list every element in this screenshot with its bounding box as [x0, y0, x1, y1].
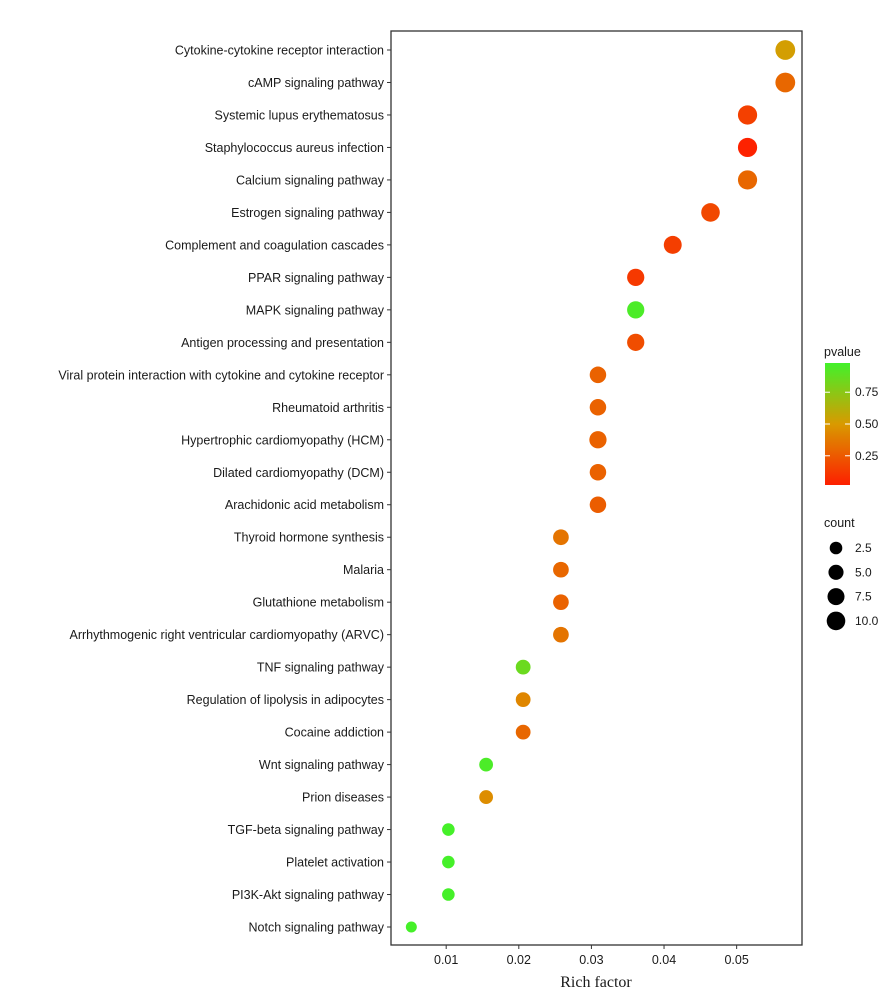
- data-point: [442, 888, 455, 901]
- count-legend-label: 7.5: [855, 590, 872, 604]
- y-tick-label: TNF signaling pathway: [257, 661, 385, 675]
- data-point: [701, 203, 720, 222]
- y-tick-label: Calcium signaling pathway: [236, 173, 385, 187]
- data-point: [553, 561, 569, 578]
- y-tick-label: Hypertrophic cardiomyopathy (HCM): [181, 433, 384, 447]
- count-legend-dot: [827, 588, 845, 606]
- y-tick-label: Staphylococcus aureus infection: [205, 141, 384, 155]
- data-point: [442, 855, 455, 869]
- data-point: [663, 235, 682, 254]
- count-legend-label: 5.0: [855, 565, 872, 579]
- data-point: [627, 301, 645, 319]
- data-point: [737, 137, 758, 158]
- data-point: [589, 399, 607, 416]
- x-tick-label: 0.02: [507, 953, 531, 967]
- count-legend-label: 2.5: [855, 541, 872, 555]
- count-legend-dot: [826, 611, 846, 631]
- y-tick-label: Arachidonic acid metabolism: [225, 498, 384, 512]
- count-legend-label: 10.0: [855, 614, 879, 628]
- colorbar-ticks: 0.25 0.50 0.75: [825, 385, 879, 463]
- y-tick-label: Estrogen signaling pathway: [231, 206, 385, 220]
- y-tick-label: PPAR signaling pathway: [248, 271, 385, 285]
- data-point: [589, 496, 607, 513]
- y-tick-label: Thyroid hormone synthesis: [234, 531, 384, 545]
- y-tick-label: Malaria: [343, 563, 384, 577]
- colorbar-tick-label: 0.25: [855, 449, 879, 463]
- data-point: [775, 40, 796, 60]
- data-points: [405, 40, 796, 933]
- y-tick-label: Dilated cardiomyopathy (DCM): [213, 466, 384, 480]
- x-axis-ticks: 0.01 0.02 0.03 0.04 0.05: [434, 945, 749, 967]
- colorbar-tick-label: 0.75: [855, 385, 879, 399]
- data-point: [737, 105, 758, 125]
- data-point: [775, 72, 796, 93]
- y-tick-label: Complement and coagulation cascades: [165, 238, 384, 252]
- y-tick-label: cAMP signaling pathway: [248, 76, 385, 90]
- y-tick-label: Prion diseases: [302, 791, 384, 805]
- y-tick-label: Rheumatoid arthritis: [272, 401, 384, 415]
- data-point: [515, 659, 531, 675]
- y-tick-label: Glutathione metabolism: [253, 596, 384, 610]
- data-point: [479, 790, 494, 804]
- data-point: [589, 366, 607, 384]
- y-tick-label: Systemic lupus erythematosus: [214, 108, 384, 122]
- pvalue-legend-title: pvalue: [824, 345, 861, 359]
- data-point: [442, 823, 455, 836]
- data-point: [479, 757, 494, 772]
- pvalue-legend: pvalue 0.25 0.50 0.75: [824, 345, 879, 485]
- data-point: [405, 921, 417, 933]
- x-tick-label: 0.05: [724, 953, 748, 967]
- data-point: [553, 529, 569, 546]
- y-axis-labels: Cytokine-cytokine receptor interaction cA…: [58, 44, 384, 935]
- y-tick-label: MAPK signaling pathway: [246, 303, 385, 317]
- data-point: [589, 431, 607, 449]
- count-legend: count 2.5 5.0 7.5 10.0: [824, 516, 879, 631]
- y-tick-label: Arrhythmogenic right ventricular cardiom…: [70, 628, 384, 642]
- data-point: [515, 724, 531, 740]
- data-point: [737, 170, 758, 190]
- y-tick-label: TGF-beta signaling pathway: [228, 823, 385, 837]
- data-point: [553, 594, 569, 611]
- y-tick-label: Viral protein interaction with cytokine …: [58, 368, 384, 382]
- y-tick-label: PI3K-Akt signaling pathway: [232, 888, 385, 902]
- count-legend-items: 2.5 5.0 7.5 10.0: [826, 541, 879, 631]
- data-point: [627, 333, 645, 351]
- count-legend-dot: [829, 541, 843, 555]
- x-tick-label: 0.04: [652, 953, 676, 967]
- y-tick-label: Platelet activation: [286, 856, 384, 870]
- y-tick-label: Cytokine-cytokine receptor interaction: [175, 44, 384, 58]
- y-tick-label: Regulation of lipolysis in adipocytes: [187, 693, 384, 707]
- x-tick-label: 0.01: [434, 953, 458, 967]
- data-point: [627, 268, 645, 286]
- y-tick-label: Notch signaling pathway: [249, 921, 385, 935]
- colorbar-tick-label: 0.50: [855, 417, 879, 431]
- count-legend-dot: [828, 564, 844, 580]
- x-tick-label: 0.03: [579, 953, 603, 967]
- y-tick-label: Wnt signaling pathway: [259, 758, 385, 772]
- count-legend-title: count: [824, 516, 855, 530]
- data-point: [553, 626, 569, 643]
- plot-panel: [390, 30, 803, 946]
- data-point: [515, 692, 531, 708]
- x-axis-title: Rich factor: [560, 974, 632, 991]
- y-axis-ticks: [387, 49, 391, 928]
- y-tick-label: Cocaine addiction: [285, 726, 384, 740]
- data-point: [589, 464, 607, 481]
- y-tick-label: Antigen processing and presentation: [181, 336, 384, 350]
